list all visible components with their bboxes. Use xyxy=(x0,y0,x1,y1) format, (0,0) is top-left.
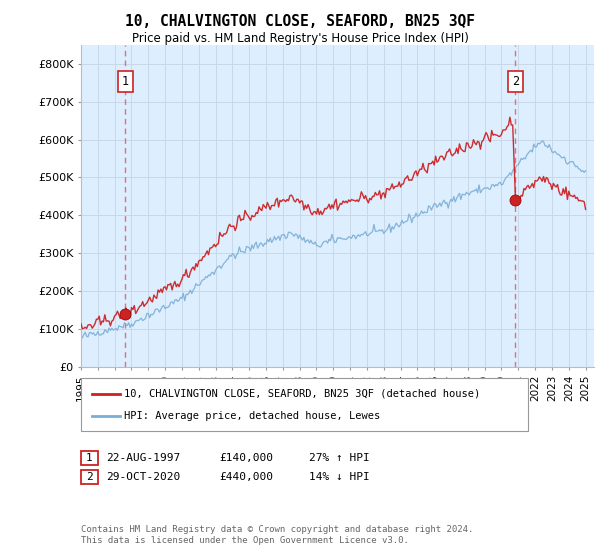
Text: 29-OCT-2020: 29-OCT-2020 xyxy=(106,472,181,482)
Text: Contains HM Land Registry data © Crown copyright and database right 2024.
This d: Contains HM Land Registry data © Crown c… xyxy=(81,525,473,545)
Text: 10, CHALVINGTON CLOSE, SEAFORD, BN25 3QF (detached house): 10, CHALVINGTON CLOSE, SEAFORD, BN25 3QF… xyxy=(124,389,481,399)
Text: Price paid vs. HM Land Registry's House Price Index (HPI): Price paid vs. HM Land Registry's House … xyxy=(131,32,469,45)
Text: 1: 1 xyxy=(122,76,129,88)
Text: £440,000: £440,000 xyxy=(219,472,273,482)
Text: HPI: Average price, detached house, Lewes: HPI: Average price, detached house, Lewe… xyxy=(124,411,380,421)
Text: 27% ↑ HPI: 27% ↑ HPI xyxy=(309,453,370,463)
Text: 1: 1 xyxy=(86,453,93,463)
Text: 22-AUG-1997: 22-AUG-1997 xyxy=(106,453,181,463)
Text: £140,000: £140,000 xyxy=(219,453,273,463)
Text: 2: 2 xyxy=(512,76,519,88)
Text: 14% ↓ HPI: 14% ↓ HPI xyxy=(309,472,370,482)
Text: 2: 2 xyxy=(86,472,93,482)
Text: 10, CHALVINGTON CLOSE, SEAFORD, BN25 3QF: 10, CHALVINGTON CLOSE, SEAFORD, BN25 3QF xyxy=(125,14,475,29)
